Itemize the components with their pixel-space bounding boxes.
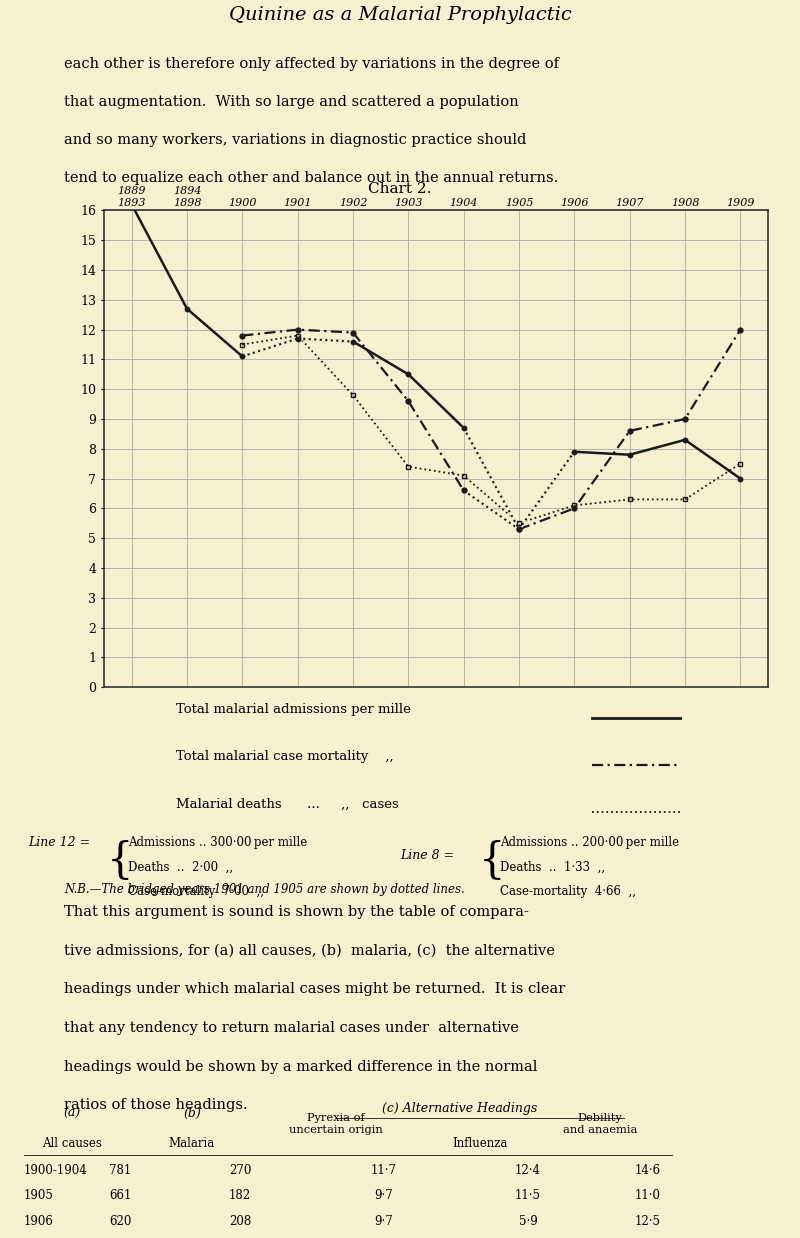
Text: 270: 270 bbox=[229, 1164, 251, 1177]
Text: Malarial deaths      ...     ,,   cases: Malarial deaths ... ,, cases bbox=[176, 797, 398, 811]
Text: 1905: 1905 bbox=[24, 1190, 54, 1202]
Text: Chart 2.: Chart 2. bbox=[368, 182, 432, 196]
Text: 208: 208 bbox=[229, 1214, 251, 1228]
Text: and so many workers, variations in diagnostic practice should: and so many workers, variations in diagn… bbox=[64, 132, 526, 147]
Text: Malaria: Malaria bbox=[169, 1138, 215, 1150]
Text: headings under which malarial cases might be returned.  It is clear: headings under which malarial cases migh… bbox=[64, 982, 566, 997]
Text: Influenza: Influenza bbox=[452, 1138, 508, 1150]
Text: 1906: 1906 bbox=[24, 1214, 54, 1228]
Text: ratios of those headings.: ratios of those headings. bbox=[64, 1098, 248, 1112]
Text: headings would be shown by a marked difference in the normal: headings would be shown by a marked diff… bbox=[64, 1060, 538, 1073]
Text: 11·7: 11·7 bbox=[371, 1164, 397, 1177]
Text: Line 12 =: Line 12 = bbox=[28, 837, 90, 849]
Text: 781: 781 bbox=[109, 1164, 131, 1177]
Text: Deaths  ..  1·33  ,,: Deaths .. 1·33 ,, bbox=[500, 860, 605, 874]
Text: 9·7: 9·7 bbox=[374, 1214, 394, 1228]
Text: each other is therefore only affected by variations in the degree of: each other is therefore only affected by… bbox=[64, 57, 559, 72]
Text: 1900-1904: 1900-1904 bbox=[24, 1164, 88, 1177]
Text: that any tendency to return malarial cases under  alternative: that any tendency to return malarial cas… bbox=[64, 1021, 519, 1035]
Text: N.B.—The bridged years 1901 and 1905 are shown by dotted lines.: N.B.—The bridged years 1901 and 1905 are… bbox=[64, 883, 465, 895]
Text: Admissions .. 200·00 per mille: Admissions .. 200·00 per mille bbox=[500, 837, 679, 849]
Text: All causes: All causes bbox=[42, 1138, 102, 1150]
Text: 661: 661 bbox=[109, 1190, 131, 1202]
Text: (a): (a) bbox=[63, 1107, 81, 1120]
Text: Deaths  ..  2·00  ,,: Deaths .. 2·00 ,, bbox=[128, 860, 233, 874]
Text: Case-mortality  4·66  ,,: Case-mortality 4·66 ,, bbox=[500, 885, 636, 899]
Text: Line 8 =: Line 8 = bbox=[400, 848, 454, 862]
Text: 14·6: 14·6 bbox=[635, 1164, 661, 1177]
Text: (b): (b) bbox=[183, 1107, 201, 1120]
Text: {: { bbox=[106, 839, 134, 881]
Text: 11·5: 11·5 bbox=[515, 1190, 541, 1202]
Text: Pyrexia of
uncertain origin: Pyrexia of uncertain origin bbox=[289, 1113, 383, 1135]
Text: tive admissions, for (a) all causes, (b)  malaria, (c)  the alternative: tive admissions, for (a) all causes, (b)… bbox=[64, 943, 555, 957]
Text: 11·0: 11·0 bbox=[635, 1190, 661, 1202]
Text: Total malarial case mortality    ,,: Total malarial case mortality ,, bbox=[176, 750, 394, 764]
Text: {: { bbox=[478, 839, 506, 881]
Text: 620: 620 bbox=[109, 1214, 131, 1228]
Text: Admissions .. 300·00 per mille: Admissions .. 300·00 per mille bbox=[128, 837, 307, 849]
Text: 182: 182 bbox=[229, 1190, 251, 1202]
Text: That this argument is sound is shown by the table of compara-: That this argument is sound is shown by … bbox=[64, 905, 529, 919]
Text: 5·9: 5·9 bbox=[518, 1214, 538, 1228]
Text: (c) Alternative Headings: (c) Alternative Headings bbox=[382, 1102, 538, 1115]
Text: Total malarial admissions per mille: Total malarial admissions per mille bbox=[176, 703, 411, 717]
Text: that augmentation.  With so large and scattered a population: that augmentation. With so large and sca… bbox=[64, 95, 518, 109]
Text: 12·5: 12·5 bbox=[635, 1214, 661, 1228]
Text: Quinine as a Malarial Prophylactic: Quinine as a Malarial Prophylactic bbox=[229, 6, 571, 24]
Text: 9·7: 9·7 bbox=[374, 1190, 394, 1202]
Text: Debility
and anaemia: Debility and anaemia bbox=[563, 1113, 637, 1135]
Text: Case-mortality  7·00  ,,: Case-mortality 7·00 ,, bbox=[128, 885, 264, 899]
Text: tend to equalize each other and balance out in the annual returns.: tend to equalize each other and balance … bbox=[64, 171, 558, 184]
Text: 12·4: 12·4 bbox=[515, 1164, 541, 1177]
